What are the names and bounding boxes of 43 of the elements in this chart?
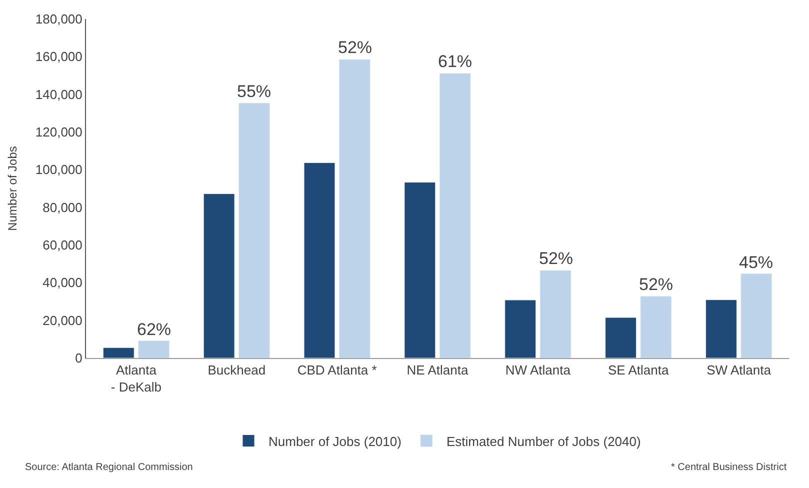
y-tick-label: 160,000 <box>35 49 82 64</box>
annotation: 45% <box>739 253 774 272</box>
bar <box>338 59 370 358</box>
bar <box>705 300 737 358</box>
y-tick-label: 0 <box>75 350 82 366</box>
annotation: 55% <box>237 82 272 101</box>
bar <box>540 270 572 358</box>
bar <box>203 194 235 358</box>
x-tick-label: SW Atlanta <box>706 362 772 378</box>
y-tick-label: 60,000 <box>42 238 82 253</box>
bar <box>304 162 336 358</box>
x-tick-label: SE Atlanta <box>608 362 670 378</box>
bar <box>504 300 536 358</box>
x-tick-label: Atlanta - DeKalb <box>110 362 162 394</box>
legend-label: Estimated Number of Jobs (2040) <box>446 434 641 449</box>
bar <box>640 296 672 358</box>
x-tick-label: NW Atlanta <box>505 362 572 378</box>
annotation: 61% <box>438 52 472 71</box>
bar <box>138 340 170 358</box>
y-tick-label: 140,000 <box>35 86 82 102</box>
y-tick-label: 120,000 <box>35 124 82 140</box>
bar <box>740 273 772 358</box>
bar <box>439 73 471 358</box>
annotation: 52% <box>539 249 574 268</box>
bar <box>605 317 636 358</box>
x-tick-label: CBD Atlanta * <box>297 362 377 378</box>
y-tick-label: 80,000 <box>42 200 82 215</box>
y-tick-label: 100,000 <box>35 162 82 178</box>
annotation: 52% <box>338 38 372 57</box>
bar <box>404 182 436 358</box>
annotation: 52% <box>639 275 674 294</box>
x-tick-label: NE Atlanta <box>406 362 469 378</box>
source-note: Source: Atlanta Regional Commission <box>25 462 193 473</box>
x-tick-label: Buckhead <box>208 362 266 378</box>
annotation: 62% <box>137 320 172 339</box>
bar <box>238 102 270 358</box>
y-tick-label: 180,000 <box>35 12 82 27</box>
bar <box>102 347 134 358</box>
legend-label: Number of Jobs (2010) <box>268 434 402 449</box>
y-axis-title: Number of Jobs <box>6 146 20 231</box>
y-tick-label: 20,000 <box>42 312 82 328</box>
y-tick-label: 40,000 <box>42 275 82 290</box>
text: * Central Business District <box>671 462 787 473</box>
